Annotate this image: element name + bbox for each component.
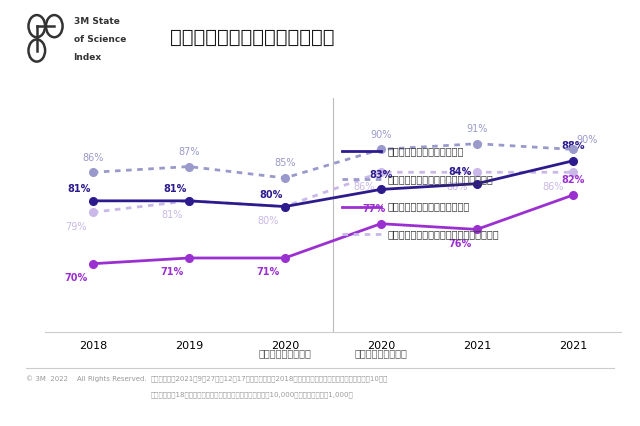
Text: 83%: 83% xyxy=(369,170,392,180)
Text: 科学・科学者への信頼度の変化: 科学・科学者への信頼度の変化 xyxy=(170,28,334,47)
Text: 81%: 81% xyxy=(67,184,91,194)
Text: 86%: 86% xyxy=(543,182,564,192)
Text: 86%: 86% xyxy=(447,182,468,192)
Text: 81%: 81% xyxy=(161,210,183,220)
Text: 90%: 90% xyxy=(370,130,392,140)
Text: 3M State: 3M State xyxy=(74,17,120,26)
Text: Index: Index xyxy=(74,53,102,62)
Text: 88%: 88% xyxy=(561,141,584,151)
Text: 71%: 71% xyxy=(161,268,184,277)
Text: 科学者を信頼している（日本）: 科学者を信頼している（日本） xyxy=(387,201,470,212)
Text: 87%: 87% xyxy=(178,147,200,157)
Text: 86%: 86% xyxy=(353,182,375,192)
Text: 【調査期間】2021年9月27日～12月17日　【対象国】2018年の調査開始時から調査に参加している10カ国: 【調査期間】2021年9月27日～12月17日 【対象国】2018年の調査開始時… xyxy=(150,376,388,383)
Text: 71%: 71% xyxy=(257,268,280,277)
Text: パンデミック発生前: パンデミック発生前 xyxy=(259,348,311,358)
Text: 76%: 76% xyxy=(449,239,472,249)
Text: 81%: 81% xyxy=(163,184,187,194)
Text: 科学者を信頼している（グローバル平均）: 科学者を信頼している（グローバル平均） xyxy=(387,229,499,239)
Text: 77%: 77% xyxy=(362,204,385,214)
Text: 80%: 80% xyxy=(259,190,283,200)
Text: 90%: 90% xyxy=(576,135,597,145)
Text: 82%: 82% xyxy=(561,176,584,185)
Text: 70%: 70% xyxy=(65,273,88,283)
Text: 科学を信頼している（日本）: 科学を信頼している（日本） xyxy=(387,146,463,156)
Text: 85%: 85% xyxy=(274,158,296,168)
Text: 【調査対象】18歳以上の成人男女、グローバル合計　各年約10,000人　日本　各年約1,000人: 【調査対象】18歳以上の成人男女、グローバル合計 各年約10,000人 日本 各… xyxy=(150,391,353,398)
Text: パンデミック発生後: パンデミック発生後 xyxy=(355,348,407,358)
Text: 86%: 86% xyxy=(82,153,104,163)
Text: 80%: 80% xyxy=(257,216,279,226)
Text: © 3M  2022    All Rights Reserved.: © 3M 2022 All Rights Reserved. xyxy=(26,376,146,383)
Text: 79%: 79% xyxy=(65,222,87,232)
Text: of Science: of Science xyxy=(74,35,126,44)
Text: 84%: 84% xyxy=(449,167,472,177)
Text: 91%: 91% xyxy=(466,124,488,134)
Text: 科学を信頼している（グローバル平均）: 科学を信頼している（グローバル平均） xyxy=(387,174,493,184)
